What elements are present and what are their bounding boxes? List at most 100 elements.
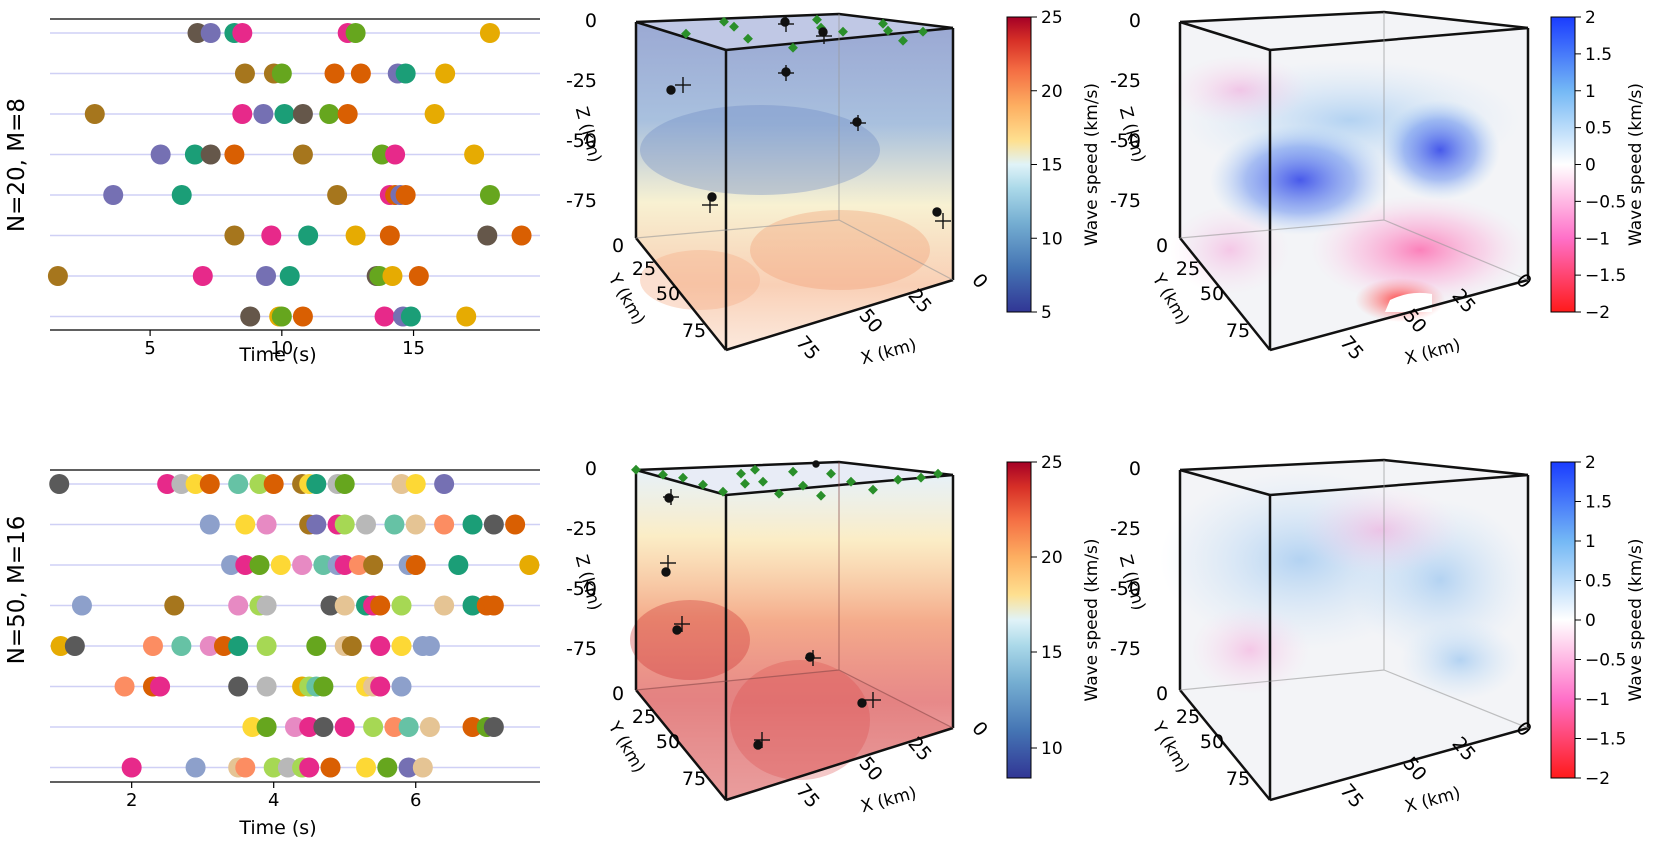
arrival-point (319, 104, 340, 124)
arrival-point (313, 717, 334, 737)
arrival-point (434, 514, 455, 535)
arrival-point (114, 676, 135, 697)
z-tick-label: 0 (585, 458, 597, 480)
arrival-point (142, 636, 163, 656)
colorbar-tick-label: −0.5 (1585, 192, 1626, 212)
arrival-point (224, 225, 245, 246)
arrival-point (285, 717, 305, 737)
arrival-point (370, 636, 391, 656)
y-tick-label: 75 (1226, 320, 1250, 342)
colorbar-tick-label: 20 (1041, 548, 1063, 568)
colorbar-tick-label: −1.5 (1585, 266, 1626, 286)
volume-fill (636, 22, 726, 350)
x-tick-label: 0 (967, 269, 992, 292)
arrival-point (292, 144, 313, 165)
arrival-point (479, 23, 500, 43)
arrival-point (313, 555, 334, 575)
volume-blob (1210, 125, 1390, 235)
arrival-point (483, 514, 504, 535)
arrival-point (385, 144, 406, 165)
cube-panel-bottom-middle (630, 460, 955, 802)
arrival-point (228, 474, 249, 494)
arrival-point (334, 595, 355, 616)
y-tick-label: 0 (1156, 235, 1168, 257)
colorbar-label: Wave speed (km/s) (1626, 538, 1646, 701)
y-tick-label: 25 (1176, 706, 1200, 728)
y-tick-label: 50 (1200, 283, 1224, 305)
colorbar-tick-label: −2 (1585, 303, 1610, 323)
arrival-point (199, 474, 220, 494)
arrival-point (334, 717, 355, 737)
x-tick-label: 5 (144, 338, 155, 359)
arrival-point (313, 676, 334, 697)
arrival-point (382, 266, 403, 286)
arrival-point (462, 514, 483, 535)
volume-blob (640, 105, 880, 195)
cube-hidden-edges (635, 462, 954, 729)
arrival-point (263, 474, 284, 494)
y-tick-label: 25 (1176, 258, 1200, 280)
arrival-point (171, 474, 192, 494)
y-tick-label: 75 (682, 768, 706, 790)
arrival-point (306, 514, 327, 535)
arrival-point (171, 185, 192, 205)
arrival-point (299, 757, 320, 778)
arrival-point (232, 104, 253, 124)
colorbar-tick-label: 5 (1041, 303, 1052, 323)
y-tick-label: 0 (612, 235, 624, 257)
y-tick-label: 0 (612, 683, 624, 705)
arrival-point (274, 104, 295, 124)
arrival-point (334, 555, 355, 575)
arrival-point (324, 63, 345, 84)
z-tick-label: -75 (1110, 190, 1141, 212)
scatter-panel-bottom: 2 4 6 (49, 469, 540, 811)
colorbar-tick-label: 10 (1041, 229, 1063, 249)
colorbar-tick-label: −1.5 (1585, 730, 1626, 750)
colorbar (1006, 16, 1032, 313)
arrival-point (341, 636, 362, 656)
arrival-point (256, 595, 277, 616)
arrival-point (419, 717, 440, 737)
colorbar-tick-label: −1 (1585, 690, 1610, 710)
arrival-point (192, 266, 213, 286)
arrival-point (348, 555, 369, 575)
x-tick-label: 6 (410, 790, 421, 811)
z-tick-label: 0 (585, 10, 597, 32)
colorbar-tick-label: 0.5 (1585, 119, 1612, 139)
arrival-point (377, 757, 398, 778)
arrival-point (477, 225, 498, 246)
arrival-point (235, 514, 256, 535)
arrival-point (240, 306, 261, 327)
arrival-point (327, 185, 348, 205)
arrival-point (356, 514, 377, 535)
arrival-point (47, 266, 68, 286)
arrival-point (405, 555, 426, 575)
arrival-point (424, 104, 445, 124)
x-tick-label: 75 (791, 780, 823, 813)
arrival-point (256, 636, 277, 656)
volume-floor (636, 670, 953, 800)
arrival-point (235, 757, 256, 778)
y-tick-label: 50 (656, 283, 680, 305)
volume-fill (636, 462, 953, 495)
y-tick-label: 0 (1156, 683, 1168, 705)
arrival-point (384, 717, 405, 737)
arrival-point (456, 306, 477, 327)
stations (631, 464, 943, 501)
cube-hidden-edges (1179, 12, 1529, 281)
arrival-point (253, 104, 274, 124)
arrival-point (398, 717, 419, 737)
arrival-point (249, 474, 270, 494)
volume-blob (1190, 605, 1310, 695)
arrival-point (519, 555, 540, 575)
arrival-point (157, 474, 178, 494)
y-tick-label: 75 (1226, 768, 1250, 790)
arrival-point (256, 717, 277, 737)
volume-blob (1380, 100, 1500, 200)
arrival-point (299, 717, 320, 737)
volume-blob (1310, 195, 1530, 305)
arrival-point (356, 757, 377, 778)
arrival-point (199, 514, 220, 535)
arrival-point (462, 717, 483, 737)
arrival-point (263, 757, 284, 778)
